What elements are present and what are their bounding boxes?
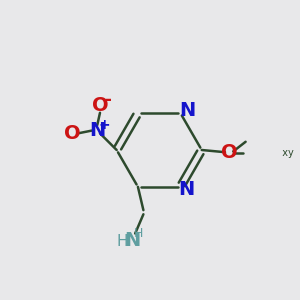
Text: O: O [64,124,81,143]
Text: -: - [104,92,111,110]
Text: H: H [134,227,143,240]
Text: methoxy: methoxy [251,148,294,158]
Text: +: + [98,118,110,132]
Text: N: N [89,121,105,140]
Text: O: O [92,96,108,116]
Text: N: N [178,179,195,199]
Text: O: O [221,143,238,162]
Text: N: N [124,231,141,250]
Text: N: N [179,101,195,121]
Text: H: H [116,234,128,249]
